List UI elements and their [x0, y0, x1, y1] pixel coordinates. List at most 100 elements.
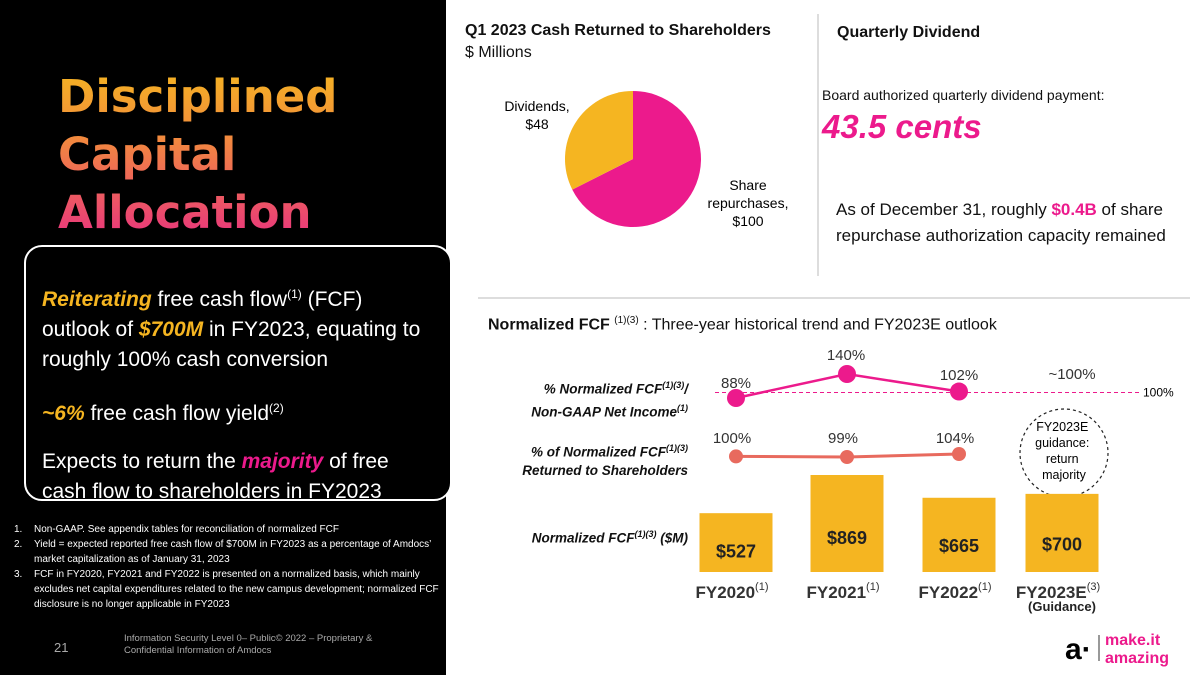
footnote-ref: (1)	[287, 287, 302, 301]
message-text: of free cash flow to shareholders in FY2…	[42, 450, 389, 503]
title-line: Disciplined	[58, 70, 338, 123]
footnote-ref: (1)(3)	[614, 315, 639, 326]
bar-fy2020	[699, 513, 773, 572]
footnote-text: Yield = expected reported free cash flow…	[34, 539, 431, 565]
reference-line-label: 100%	[1143, 385, 1174, 399]
dividend-text: Board authorized quarterly dividend paym…	[822, 87, 1105, 103]
label-text: Returned to Shareholders	[522, 462, 688, 478]
returned-label-fy2022: 104%	[936, 430, 974, 447]
label-text: % Normalized FCF	[543, 381, 663, 397]
label-text: ($M)	[656, 530, 688, 546]
section-divider	[478, 297, 1190, 299]
bar-fy2023e	[1025, 493, 1099, 572]
row-label-fcf-returned: % of Normalized FCF(1)(3) Returned to Sha…	[488, 439, 688, 480]
page-number: 21	[54, 640, 69, 655]
message-text: free cash flow	[151, 288, 288, 311]
row-label-normalized-fcf: Normalized FCF(1)(3) ($M)	[488, 525, 688, 548]
x-tick-sublabel-guidance: (Guidance)	[1028, 599, 1096, 614]
footnote-text: Non-GAAP. See appendix tables for reconc…	[34, 524, 339, 535]
amdocs-logo-mark: a· make.it amazing	[1065, 632, 1169, 667]
bar-fy2022	[922, 497, 996, 572]
footnote-number: 1.	[14, 524, 23, 535]
x-tick-label-fy2021: FY2021(1)	[807, 581, 880, 602]
note-text: As of December 31, roughly	[836, 200, 1052, 219]
label-text: % of Normalized FCF	[530, 444, 666, 460]
message-text: Expects to return the	[42, 450, 242, 473]
note-highlight: $0.4B	[1051, 200, 1097, 219]
bar-value-label-fy2022: $665	[939, 536, 979, 556]
svg-text:amazing: amazing	[1105, 650, 1169, 667]
bar-value-label-fy2021: $869	[827, 528, 867, 548]
fcf-section-title: Normalized FCF (1)(3) : Three-year histo…	[488, 315, 997, 334]
title-line: Allocation	[58, 186, 312, 239]
note-text: of share repurchase authorization capaci…	[836, 200, 1166, 245]
footnote-number: 3.	[14, 569, 23, 580]
footnote-ref: (1)	[677, 402, 688, 413]
dividend-title: Quarterly Dividend	[837, 24, 981, 41]
conversion-label-fy2020: 88%	[721, 375, 751, 392]
pie-chart: Dividends, $48 Share repurchases, $100	[504, 91, 789, 229]
returned-point-fy2022	[952, 447, 966, 461]
highlight-text: Reiterating	[42, 288, 152, 311]
guidance-bubble-text: FY2023E guidance: return majority	[1035, 420, 1093, 482]
confidentiality-notice: Information Security Level 0– Public© 20…	[124, 633, 373, 656]
footnote-ref: (1)(3)	[662, 380, 685, 390]
slide-title: Disciplined Capital Allocation	[58, 68, 338, 242]
return-majority-message: Expects to return the majority of free c…	[42, 447, 434, 507]
bar-fy2021	[810, 475, 884, 572]
footnote: 2. Yield = expected reported free cash fl…	[14, 537, 444, 567]
fcf-yield-message: ~6% free cash flow yield(2)	[42, 393, 434, 429]
conversion-point-fy2021	[838, 365, 856, 383]
bar-value-label-fy2023e: $700	[1042, 535, 1082, 555]
title-bold: Normalized FCF	[488, 316, 610, 334]
row-label-fcf-conversion: % Normalized FCF(1)(3)/ Non-GAAP Net Inco…	[488, 376, 688, 421]
message-text: (FCF) outlook of	[42, 288, 363, 341]
bar-value-label-fy2020: $527	[716, 541, 756, 561]
x-tick-label-fy2022: FY2022(1)	[919, 581, 992, 602]
fcf-outlook-message: Reiterating free cash flow(1) (FCF) outl…	[42, 279, 434, 375]
footnote-ref: (1)(3)	[666, 443, 688, 453]
footnote: 3. FCF in FY2020, FY2021 and FY2022 is pr…	[14, 567, 444, 612]
highlight-text: $700M	[138, 318, 204, 341]
label-text: Normalized FCF	[531, 530, 635, 546]
returned-label-fy2020: 100%	[713, 430, 751, 447]
svg-text:a·: a·	[1065, 633, 1092, 666]
pie-chart-title: Q1 2023 Cash Returned to Shareholders	[465, 22, 771, 39]
left-panel: Disciplined Capital Allocation Reiterati…	[0, 0, 452, 675]
footnote-text: FCF in FY2020, FY2021 and FY2022 is pres…	[34, 569, 439, 610]
title-rest: : Three-year historical trend and FY2023…	[638, 316, 997, 334]
conversion-label-fy2022: 102%	[940, 367, 978, 384]
svg-text:make.it: make.it	[1105, 632, 1161, 649]
conversion-point-fy2022	[950, 382, 968, 401]
footnote-ref: (2)	[269, 401, 284, 415]
label-text: /	[684, 381, 688, 397]
highlight-text: majority	[241, 450, 324, 473]
slice-label-share-repurchases: Share repurchases, $100	[708, 177, 789, 229]
key-messages-callout: Reiterating free cash flow(1) (FCF) outl…	[24, 245, 452, 503]
highlight-text: ~6%	[42, 402, 85, 425]
amdocs-logo: a· make.it amazing	[1065, 628, 1190, 668]
returned-series-line	[735, 452, 960, 459]
footnote: 1. Non-GAAP. See appendix tables for reco…	[14, 522, 444, 537]
footnote-ref: (1)(3)	[634, 529, 657, 539]
pie-slice-dividends	[565, 91, 633, 190]
dividend-value: 43.5 cents	[822, 108, 982, 145]
footnote-number: 2.	[14, 539, 23, 550]
returned-label-fy2021: 99%	[828, 430, 858, 447]
label-text: Non-GAAP Net Income	[531, 404, 677, 419]
guidance-bubble: FY2023E guidance: return majority	[1019, 408, 1109, 498]
slice-label-dividends: Dividends, $48	[504, 98, 569, 132]
conversion-point-fy2020	[727, 389, 745, 407]
footnotes: 1. Non-GAAP. See appendix tables for reco…	[14, 522, 444, 612]
x-tick-label-fy2020: FY2020(1)	[696, 581, 769, 602]
conversion-label-fy2023e: ~100%	[1048, 366, 1095, 383]
repurchase-authorization-note: As of December 31, roughly $0.4B of shar…	[836, 197, 1166, 249]
message-text: free cash flow yield	[84, 402, 270, 425]
pie-slice-share-repurchases	[572, 91, 701, 227]
conversion-series-line	[735, 372, 960, 400]
title-line: Capital	[58, 128, 237, 181]
pie-chart-subtitle: $ Millions	[465, 44, 532, 61]
message-text: in FY2023, equating to roughly 100% cash…	[42, 318, 421, 371]
returned-point-fy2020	[729, 449, 743, 464]
section-divider	[817, 14, 819, 276]
